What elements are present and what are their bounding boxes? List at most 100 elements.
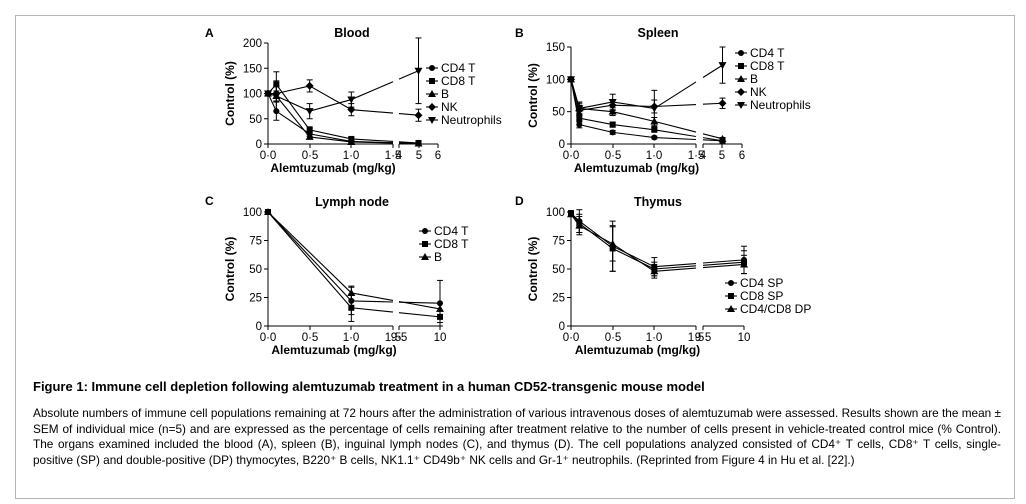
data-point — [650, 267, 659, 275]
data-point — [306, 126, 313, 133]
series-line — [267, 92, 352, 112]
series-line — [702, 259, 745, 264]
data-point — [718, 134, 727, 142]
data-point — [347, 96, 356, 104]
series-line — [654, 265, 697, 270]
legend-label: B — [434, 250, 442, 264]
panel-letter: B — [515, 26, 524, 40]
legend-marker — [737, 75, 745, 82]
series-line — [351, 292, 394, 301]
legend-marker — [422, 241, 428, 247]
legend-marker — [737, 88, 745, 96]
x-tick-label: 10 — [738, 332, 751, 344]
panel-title: Thymus — [634, 195, 682, 209]
data-point — [740, 260, 748, 268]
legend-label: NK — [441, 100, 458, 114]
series-b — [264, 208, 444, 316]
y-tick-label: 75 — [249, 236, 262, 248]
data-point — [437, 313, 443, 320]
legend-marker — [428, 117, 436, 124]
data-point — [414, 111, 423, 120]
x-tick-label: 1·5 — [688, 332, 705, 344]
legend-marker — [727, 305, 735, 312]
y-tick-label: 100 — [546, 74, 565, 86]
x-tick-label: 1·5 — [385, 150, 402, 162]
legend-label: CD4 SP — [740, 276, 783, 290]
data-point — [609, 121, 616, 128]
x-tick-label: 1·5 — [688, 150, 705, 162]
y-tick-label: 150 — [243, 63, 262, 75]
legend-marker — [428, 90, 436, 97]
data-point — [651, 134, 658, 141]
data-point — [575, 221, 584, 229]
legend-label: B — [750, 72, 758, 86]
data-point — [347, 105, 356, 114]
y-tick-label: 0 — [559, 139, 565, 151]
series-line — [398, 70, 419, 80]
series-line — [654, 81, 697, 109]
series-line — [398, 300, 441, 310]
y-axis-label: Control (%) — [223, 237, 237, 302]
series-b — [264, 89, 423, 147]
series-line — [654, 136, 697, 141]
data-point — [575, 105, 584, 113]
legend-marker — [422, 228, 428, 234]
series-line — [351, 300, 394, 303]
series-cd8-t — [265, 209, 443, 324]
series-line — [351, 109, 394, 114]
x-tick-label: 0·5 — [302, 150, 319, 162]
series-line — [654, 129, 697, 138]
legend-marker — [737, 102, 745, 109]
x-tick-label: 0·5 — [605, 150, 622, 162]
x-tick-label: 0·0 — [563, 332, 580, 344]
legend-marker — [728, 293, 734, 299]
x-axis-label: Alemtuzumab (mg/kg) — [270, 161, 395, 175]
x-tick-label: 6 — [739, 150, 745, 162]
panel-letter: A — [205, 26, 214, 40]
series-line — [570, 79, 655, 110]
data-point — [414, 67, 423, 75]
x-tick-label: 0·0 — [260, 332, 277, 344]
series-line — [351, 81, 394, 101]
data-point — [718, 99, 727, 108]
panel-title: Lymph node — [315, 195, 389, 209]
data-point — [264, 208, 272, 215]
data-point — [576, 121, 583, 128]
legend-marker — [429, 65, 435, 71]
panel-a: A Blood 0 50 100 150 200 Control (%) 0·0 0·5 1·0 1·… — [205, 26, 502, 175]
y-tick-label: 50 — [552, 107, 565, 119]
y-tick-label: 50 — [249, 264, 262, 276]
x-tick-label: 0·0 — [563, 150, 580, 162]
data-point — [567, 76, 575, 84]
y-tick-label: 50 — [552, 264, 565, 276]
series-line — [267, 211, 352, 309]
series-line — [570, 212, 655, 270]
x-tick-label: 1·0 — [343, 150, 360, 162]
x-tick-label: 5 — [719, 150, 725, 162]
series-line — [570, 79, 655, 139]
data-point — [609, 129, 616, 136]
data-point — [305, 132, 314, 140]
y-tick-label: 100 — [243, 207, 262, 219]
series-line — [702, 261, 745, 266]
x-tick-label: 10 — [434, 332, 447, 344]
y-tick-label: 25 — [552, 293, 565, 305]
series-line — [351, 307, 394, 313]
series-line — [654, 267, 697, 272]
y-tick-label: 0 — [256, 139, 262, 151]
y-tick-label: 50 — [249, 114, 262, 126]
x-tick-label: 4 — [700, 150, 707, 162]
x-tick-label: 4 — [396, 150, 403, 162]
x-tick-label: 0·0 — [260, 150, 277, 162]
x-tick-label: 1·0 — [646, 332, 663, 344]
data-point — [718, 62, 727, 70]
series-line — [398, 312, 441, 318]
legend-label: B — [441, 87, 449, 101]
series-line — [702, 137, 723, 142]
legend-label: Neutrophils — [750, 98, 811, 112]
series-line — [570, 212, 655, 268]
x-axis-label: Alemtuzumab (mg/kg) — [574, 161, 699, 175]
